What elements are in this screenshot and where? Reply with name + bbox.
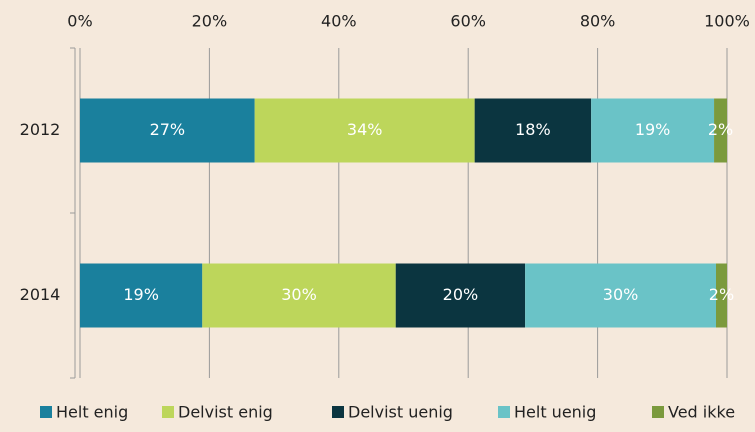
legend-label: Delvist uenig <box>348 403 453 422</box>
bar-segment <box>474 98 592 163</box>
data-label: 2% <box>709 285 734 304</box>
legend-swatch <box>162 406 174 418</box>
data-label: 27% <box>150 120 186 139</box>
x-tick-label: 100% <box>704 12 750 31</box>
legend-swatch <box>40 406 52 418</box>
legend-label: Helt enig <box>56 403 128 422</box>
bar-segment <box>525 263 717 328</box>
legend-swatch <box>498 406 510 418</box>
legend-swatch <box>652 406 664 418</box>
bar-segment <box>714 98 727 163</box>
data-label: 34% <box>347 120 383 139</box>
x-tick-label: 0% <box>67 12 92 31</box>
legend-swatch <box>332 406 344 418</box>
bar-segment <box>591 98 715 163</box>
bar-segment <box>395 263 526 328</box>
legend-label: Delvist enig <box>178 403 273 422</box>
bar-segment <box>80 98 255 163</box>
data-label: 19% <box>123 285 159 304</box>
x-tick-label: 60% <box>450 12 486 31</box>
bar-segment <box>202 263 396 328</box>
y-tick-label: 2014 <box>20 285 61 304</box>
data-label: 2% <box>708 120 733 139</box>
data-label: 30% <box>603 285 639 304</box>
x-tick-label: 80% <box>580 12 616 31</box>
x-tick-label: 40% <box>321 12 357 31</box>
bar-segment <box>254 98 475 163</box>
data-label: 20% <box>443 285 479 304</box>
legend-label: Helt uenig <box>514 403 596 422</box>
legend-label: Ved ikke <box>668 403 735 422</box>
data-label: 18% <box>515 120 551 139</box>
y-tick-label: 2012 <box>20 120 61 139</box>
bar-segment <box>716 263 727 328</box>
data-label: 19% <box>635 120 671 139</box>
data-label: 30% <box>281 285 317 304</box>
x-tick-label: 20% <box>192 12 228 31</box>
bar-segment <box>80 263 203 328</box>
